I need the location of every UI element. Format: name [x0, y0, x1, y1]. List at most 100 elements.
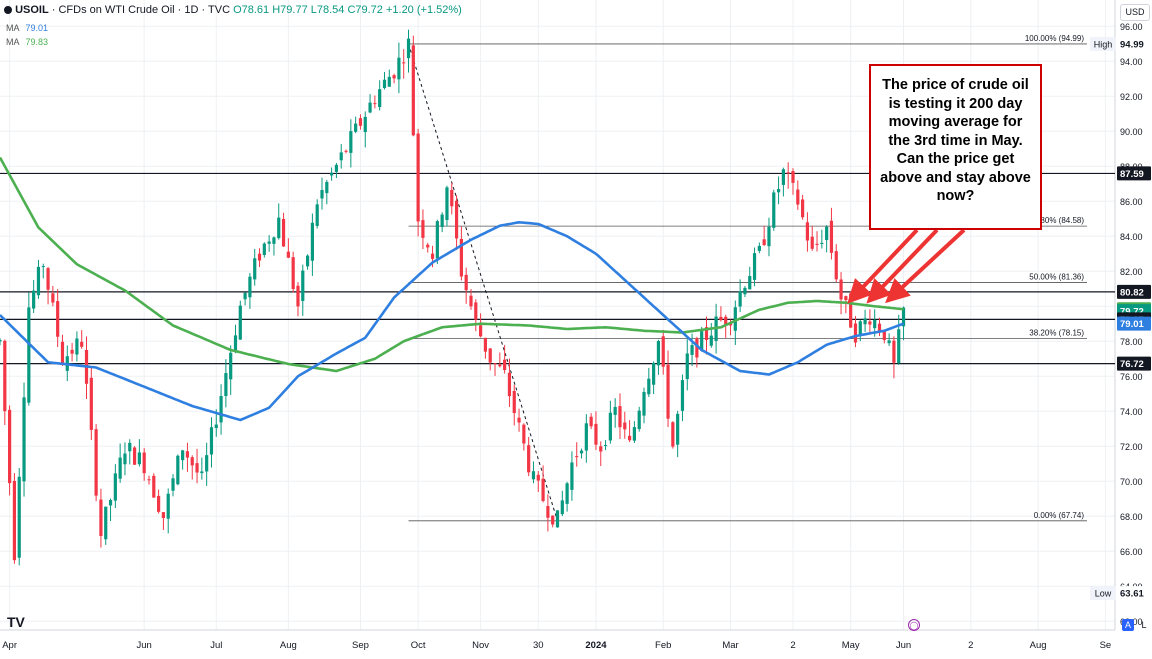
- candle-down: [46, 268, 50, 290]
- x-tick-label: Aug: [280, 640, 297, 651]
- candle-down: [190, 457, 194, 466]
- symbol-icon: [4, 6, 12, 15]
- candle-up: [397, 57, 401, 80]
- candle-down: [450, 189, 454, 207]
- candle-up: [579, 450, 584, 454]
- candle-up: [310, 222, 314, 261]
- candle-up: [772, 192, 776, 228]
- candle-up: [272, 237, 276, 244]
- annotation-box: The price of crude oil is testing it 200…: [869, 64, 1042, 230]
- price-label: 87.59: [1120, 169, 1144, 180]
- candle-down: [488, 348, 492, 363]
- log-scale-button[interactable]: L: [1141, 620, 1147, 630]
- candle-down: [257, 253, 262, 261]
- candle-up: [214, 424, 218, 429]
- candle-up: [680, 380, 685, 411]
- price-label-bg: [1117, 36, 1151, 51]
- candle-up: [709, 335, 713, 346]
- price-label-bg: [1117, 356, 1151, 371]
- annotation-arrow: [847, 228, 919, 304]
- candle-up: [118, 457, 122, 479]
- candle-up: [36, 266, 41, 296]
- symbol-name[interactable]: USOIL: [15, 4, 49, 16]
- candle-up: [858, 321, 862, 337]
- x-tick-label: Jul: [210, 640, 222, 651]
- candle-up: [584, 423, 588, 451]
- candle-down: [719, 316, 723, 321]
- candle-up: [27, 307, 31, 403]
- candle-up: [349, 131, 353, 153]
- candle-up: [233, 335, 238, 351]
- candle-down: [589, 416, 593, 427]
- candle-up: [570, 462, 574, 490]
- candle-down: [51, 293, 55, 303]
- candle-up: [305, 255, 310, 267]
- candle-down: [834, 251, 838, 280]
- candle-up: [901, 307, 906, 327]
- candle-down: [853, 323, 858, 343]
- candle-up: [555, 510, 560, 528]
- y-tick-label: 76.00: [1120, 372, 1143, 382]
- fib-level-label: 61.80% (84.58): [1029, 216, 1084, 225]
- price-tag: Low: [1095, 589, 1112, 599]
- currency-button[interactable]: USD: [1120, 4, 1150, 21]
- candle-up: [205, 455, 209, 472]
- x-tick-label: 2024: [585, 640, 607, 651]
- price-label-bg: [1117, 284, 1151, 299]
- tradingview-logo[interactable]: TV: [7, 614, 25, 630]
- x-tick-label: Jun: [896, 640, 911, 651]
- x-tick-label: Se: [1100, 640, 1112, 651]
- candle-up: [267, 241, 271, 244]
- candle-up: [200, 471, 204, 474]
- candle-up: [128, 442, 132, 452]
- candle-down: [286, 251, 290, 258]
- timezone-icon[interactable]: ◯: [908, 619, 920, 631]
- candle-down: [161, 512, 166, 519]
- candle-up: [330, 172, 334, 176]
- candle-up: [137, 452, 141, 465]
- candle-down: [704, 327, 709, 341]
- candle-down: [517, 417, 521, 423]
- chart-header: USOIL · CFDs on WTI Crude Oil · 1D · TVC…: [4, 4, 462, 16]
- price-label-bg: [1117, 166, 1151, 181]
- candle-up: [253, 258, 257, 280]
- indicator-value: 79.01: [25, 23, 49, 33]
- y-tick-label: 96.00: [1120, 22, 1143, 32]
- candle-down: [8, 409, 12, 484]
- x-tick-label: Apr: [2, 640, 17, 651]
- candle-up: [104, 506, 108, 540]
- candle-up: [887, 340, 891, 344]
- y-tick-label: 82.00: [1120, 267, 1143, 277]
- price-label: 79.72: [1120, 307, 1144, 318]
- candle-up: [825, 226, 829, 241]
- indicator-ma-fast[interactable]: MA 79.01: [6, 23, 48, 33]
- candle-up: [171, 478, 175, 491]
- candle-up: [748, 276, 752, 290]
- candles-group: [0, 29, 906, 566]
- candle-down: [839, 279, 843, 300]
- candle-up: [445, 187, 449, 220]
- x-tick-label: 2: [968, 640, 973, 651]
- indicator-value: 79.83: [25, 37, 49, 47]
- candle-down: [195, 463, 199, 473]
- candle-up: [700, 331, 704, 351]
- candle-up: [209, 427, 214, 455]
- candle-up: [565, 483, 569, 504]
- candle-down: [416, 133, 420, 222]
- candle-down: [618, 406, 622, 428]
- candle-down: [156, 495, 161, 512]
- price-label-bg: [1117, 316, 1151, 331]
- candle-up: [440, 214, 444, 227]
- candle-up: [229, 352, 233, 380]
- candle-down: [454, 200, 459, 239]
- candle-up: [22, 397, 26, 482]
- price-label-bg: [1117, 586, 1151, 601]
- candle-down: [421, 220, 425, 238]
- candle-up: [897, 329, 901, 364]
- auto-scale-button[interactable]: A: [1122, 619, 1134, 631]
- y-tick-label: 78.00: [1120, 337, 1143, 347]
- candle-down: [892, 340, 896, 363]
- indicator-ma-slow[interactable]: MA 79.83: [6, 37, 48, 47]
- candle-down: [94, 429, 98, 496]
